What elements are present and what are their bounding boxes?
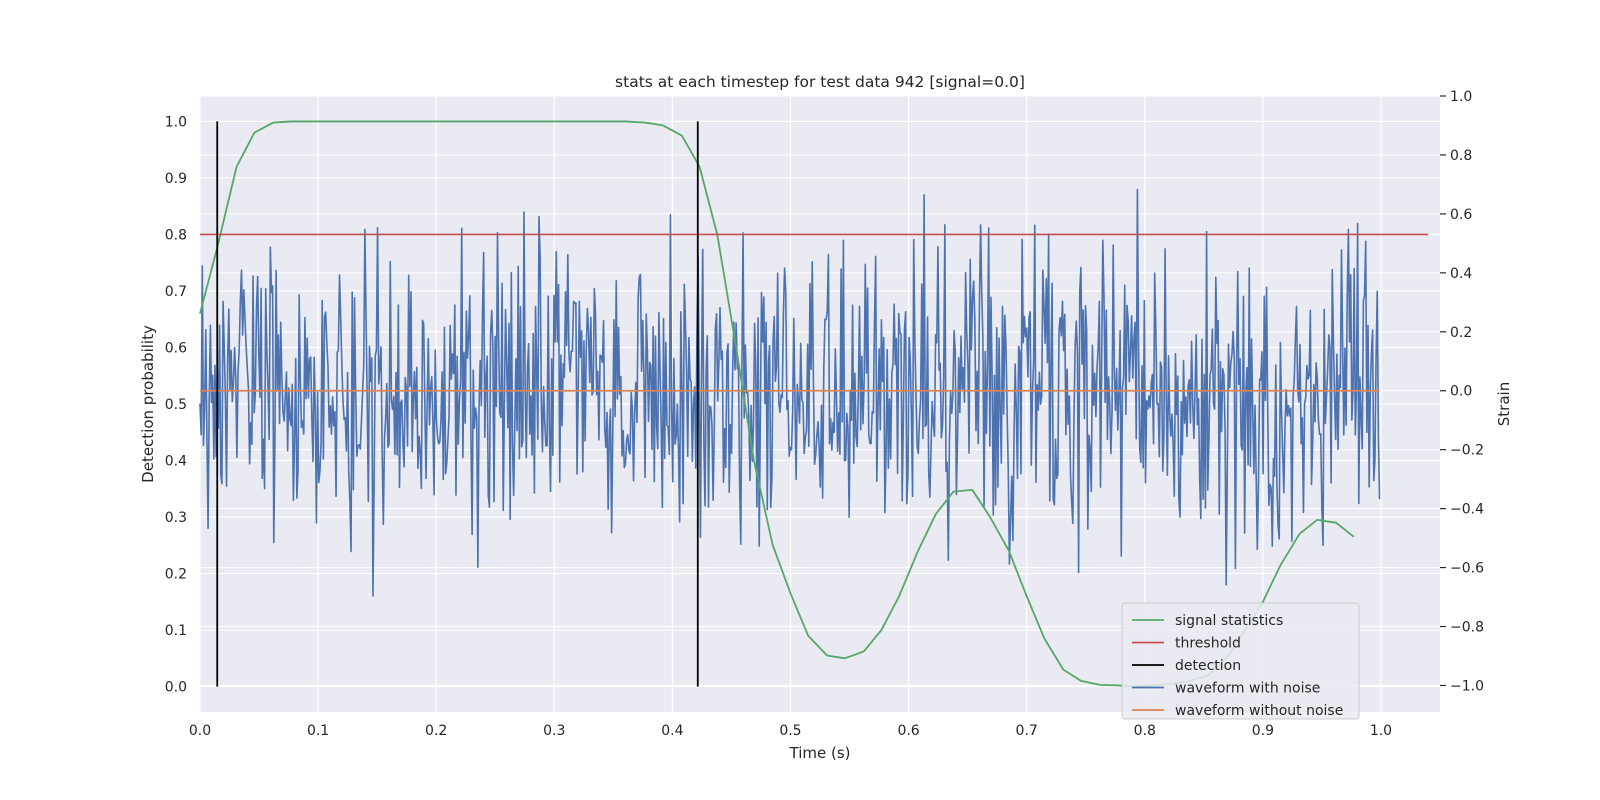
x-tick-label: 0.2 xyxy=(425,723,447,739)
y-right-tick-label: 0.2 xyxy=(1450,325,1472,341)
y-right-tick-label: −0.8 xyxy=(1450,620,1484,636)
x-tick-label: 0.1 xyxy=(307,723,329,739)
y-left-tick-label: 0.7 xyxy=(165,284,187,300)
x-axis-label: Time (s) xyxy=(789,744,851,762)
y-right-tick-label: −0.4 xyxy=(1450,502,1484,518)
y-left-tick-label: 0.2 xyxy=(165,567,187,583)
x-tick-label: 0.0 xyxy=(189,723,211,739)
x-tick-label: 0.8 xyxy=(1134,723,1156,739)
legend-box xyxy=(1121,602,1360,720)
chart-title: stats at each timestep for test data 942… xyxy=(615,73,1025,91)
y-right-tick-label: 0.8 xyxy=(1450,148,1472,164)
y-axis-right-label: Strain xyxy=(1495,382,1513,426)
y-right-tick-label: 0.0 xyxy=(1450,384,1472,400)
legend-label: signal statistics xyxy=(1175,613,1283,629)
y-left-tick-label: 0.6 xyxy=(165,340,187,356)
y-left-tick-label: 1.0 xyxy=(165,114,187,130)
y-right-tick-label: 0.4 xyxy=(1450,266,1472,282)
x-tick-label: 0.4 xyxy=(661,723,683,739)
x-tick-label: 0.5 xyxy=(779,723,801,739)
y-axis-left-label: Detection probability xyxy=(139,325,157,483)
series-waveform-with-noise xyxy=(199,188,1381,597)
y-left-tick-label: 0.5 xyxy=(165,397,187,413)
y-right-tick-label: −1.0 xyxy=(1450,678,1484,694)
legend-label: threshold xyxy=(1175,636,1241,652)
x-tick-label: 0.6 xyxy=(897,723,919,739)
x-tick-label: 0.7 xyxy=(1016,723,1038,739)
legend-label: waveform with noise xyxy=(1175,681,1320,697)
legend-label: waveform without noise xyxy=(1175,703,1343,719)
x-tick-label: 0.3 xyxy=(543,723,565,739)
legend-label: detection xyxy=(1175,658,1241,674)
x-tick-label: 1.0 xyxy=(1370,723,1392,739)
y-right-tick-label: −0.6 xyxy=(1450,561,1484,577)
y-left-tick-label: 0.0 xyxy=(165,680,187,696)
y-right-tick-label: 1.0 xyxy=(1450,89,1472,105)
y-left-tick-label: 0.8 xyxy=(165,227,187,243)
y-left-tick-label: 0.1 xyxy=(165,623,187,639)
y-left-tick-label: 0.9 xyxy=(165,171,187,187)
x-tick-label: 0.9 xyxy=(1252,723,1274,739)
ticks: 0.0 0.1 0.2 0.3 0.4 0.5 0.6 0.7 0.8 0.9 1.0 0.0 0.1 0… xyxy=(165,89,1484,739)
y-left-tick-label: 0.3 xyxy=(165,510,187,526)
legend: signal statistics threshold detection wavef… xyxy=(1121,602,1360,720)
y-right-tick-label: −0.2 xyxy=(1450,443,1484,459)
y-left-tick-label: 0.4 xyxy=(165,454,187,470)
y-right-tick-label: 0.6 xyxy=(1450,207,1472,223)
